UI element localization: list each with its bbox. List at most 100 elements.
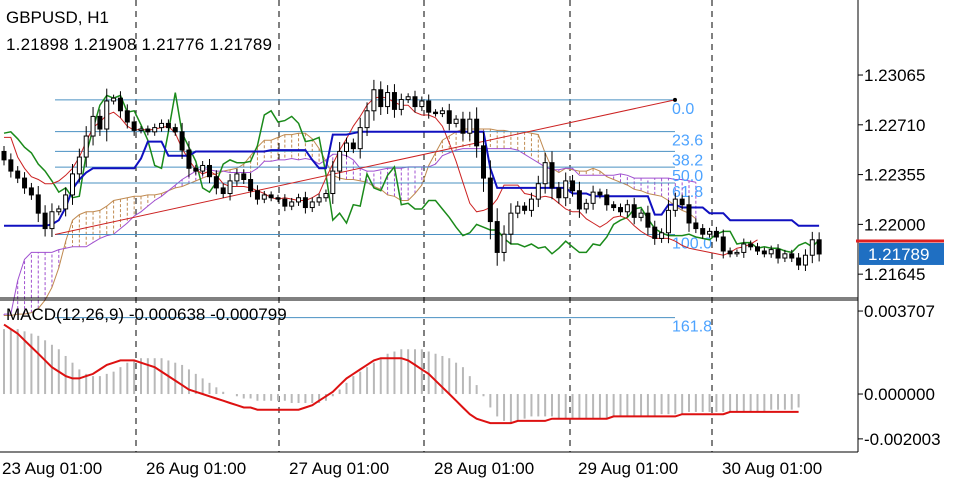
candle-body [522, 205, 528, 211]
candle-body [494, 221, 500, 253]
candle-body [570, 180, 576, 192]
candle-body [179, 131, 185, 151]
macd-label: MACD(12,26,9) -0.000638 -0.000799 [6, 305, 287, 324]
candle-body [761, 250, 767, 255]
candle-body [8, 159, 14, 172]
fib-level-label: 100.0 [672, 235, 712, 252]
candle-body [508, 212, 514, 235]
ohlc-values: 1.21898 1.21908 1.21776 1.21789 [6, 35, 273, 54]
candle-body [323, 193, 329, 199]
symbol-title: GBPUSD, H1 [6, 8, 109, 27]
candle-body [76, 156, 82, 175]
candle-body [42, 212, 48, 230]
candle-body [713, 230, 719, 238]
fib-level-label: 50.0 [672, 168, 703, 185]
fib-level-label: 23.6 [672, 133, 703, 150]
candle-body [90, 115, 96, 137]
candle-body [56, 208, 62, 213]
candle-body [296, 197, 302, 203]
candle-body [131, 121, 137, 131]
x-tick-label: 26 Aug 01:00 [146, 459, 246, 478]
candle-body [700, 228, 706, 235]
candle-body [15, 170, 21, 179]
candle-body [124, 110, 130, 123]
candle-body [337, 150, 343, 172]
candle-body [275, 197, 281, 200]
candle-body [590, 191, 596, 204]
candle-body [563, 180, 569, 199]
candle-body [207, 164, 212, 178]
candle-body [453, 118, 459, 124]
fib-level-label: 38.2 [672, 152, 703, 169]
candle-body [782, 253, 788, 259]
candle-body [111, 97, 117, 102]
candle-body [727, 250, 733, 255]
candle-body [83, 135, 89, 158]
candle-body [172, 127, 178, 133]
y-tick-label: 1.21645 [864, 265, 925, 284]
candle-body [282, 198, 288, 207]
candle-body [549, 162, 555, 189]
current-price-label: 1.21789 [868, 245, 929, 264]
candle-body [378, 89, 384, 108]
trend-anchor [673, 97, 677, 102]
candle-body [659, 232, 665, 239]
candle-body [446, 110, 452, 124]
candle-body [364, 110, 370, 129]
candle-body [755, 246, 760, 252]
candle-body [268, 194, 274, 199]
candle-body [186, 149, 192, 169]
candle-body [193, 167, 199, 172]
candle-body [97, 115, 103, 130]
candle-body [391, 92, 397, 110]
current-price-tag [859, 242, 944, 265]
candle-body [159, 122, 165, 129]
fib-level-label: 161.8 [672, 319, 712, 336]
candle-body [371, 89, 377, 112]
candle-body [686, 204, 692, 224]
candle-body [618, 207, 623, 213]
candle-body [357, 127, 363, 150]
candle-body [316, 197, 322, 203]
candle-body [419, 100, 425, 108]
candle-body [220, 187, 226, 195]
candle-body [405, 96, 411, 101]
candle-body [467, 118, 473, 134]
candle-body [693, 222, 699, 230]
candle-body [679, 198, 685, 206]
candle-body [152, 127, 158, 133]
candle-body [104, 100, 110, 130]
candle-body [289, 201, 295, 207]
candle-body [35, 194, 41, 214]
trend-line [54, 99, 676, 235]
y-tick-label: 1.22355 [864, 166, 925, 185]
x-tick-label: 27 Aug 01:00 [289, 459, 389, 478]
candle-body [309, 201, 315, 209]
x-tick-label: 29 Aug 01:00 [578, 459, 678, 478]
candle-body [624, 204, 630, 213]
candle-body [501, 233, 507, 253]
candle-body [645, 212, 651, 228]
candle-body [768, 249, 774, 255]
candle-body [672, 198, 678, 211]
candle-body [248, 179, 254, 192]
candle-body [426, 100, 432, 113]
x-tick-label: 30 Aug 01:00 [722, 459, 822, 478]
candle-body [789, 253, 795, 259]
candle-body [631, 204, 637, 218]
candle-body [748, 243, 754, 248]
candle-body [213, 176, 219, 189]
candle-body [350, 142, 356, 150]
candle-body [542, 162, 548, 185]
candle-body [809, 239, 815, 256]
candle-body [487, 177, 493, 223]
candle-body [165, 122, 171, 129]
candle-body [385, 92, 391, 108]
candle-body [816, 239, 822, 255]
candle-body [302, 197, 308, 209]
macd-y-tick-label: 0.003707 [864, 302, 935, 321]
candle-body [22, 177, 28, 189]
candle-body [556, 187, 562, 199]
